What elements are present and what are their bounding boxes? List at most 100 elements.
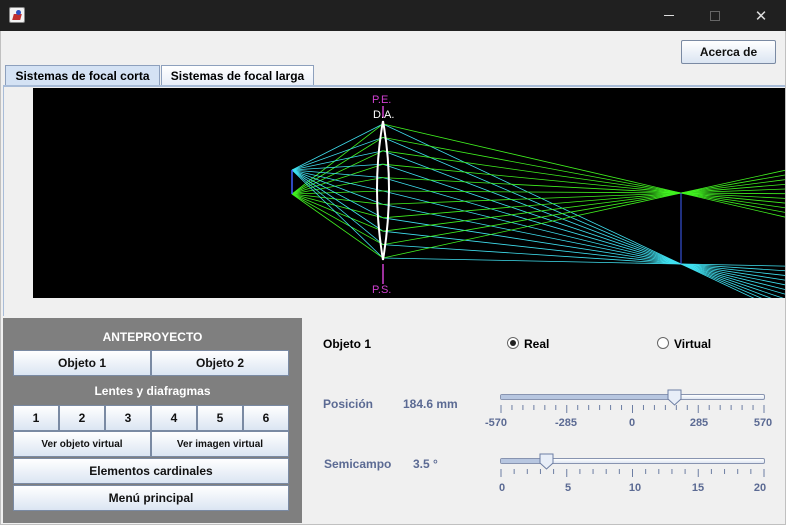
- close-icon: ✕: [754, 6, 768, 25]
- lens-button-5[interactable]: 5: [197, 405, 243, 431]
- radio-real[interactable]: [507, 337, 519, 349]
- ray-line: [382, 163, 784, 298]
- ray-line: [382, 177, 785, 295]
- tab-long-focal[interactable]: Sistemas de focal larga: [161, 65, 314, 85]
- ver-imagen-virtual-button[interactable]: Ver imagen virtual: [151, 431, 289, 457]
- minimize-button[interactable]: [646, 0, 692, 31]
- sem-tick-label: 10: [628, 482, 642, 494]
- posicion-label: Posición: [323, 397, 374, 411]
- minimize-icon: [664, 15, 674, 16]
- lens-button-2[interactable]: 2: [59, 405, 105, 431]
- ray-line: [382, 150, 785, 209]
- ray-line: [382, 257, 785, 267]
- lens-button-4[interactable]: 4: [151, 405, 197, 431]
- pos-tick-label: 285: [689, 417, 709, 429]
- ray-line: [291, 193, 384, 232]
- ray-line: [382, 177, 785, 199]
- semicampo-slider-ticks: [500, 469, 765, 477]
- ray-line: [291, 169, 384, 178]
- ray-line: [382, 163, 785, 204]
- pos-tick-label: -285: [554, 417, 578, 429]
- semicampo-slider-fill: [501, 459, 548, 463]
- ray-line: [382, 179, 785, 232]
- ray-line: [291, 193, 384, 219]
- ray-line: [382, 190, 785, 195]
- ray-line: [382, 244, 785, 272]
- ray-line: [382, 217, 785, 281]
- ray-line: [382, 150, 772, 298]
- ray-line: [291, 123, 384, 171]
- sem-tick-label: 5: [564, 482, 572, 494]
- ray-line: [382, 190, 785, 290]
- pos-tick-label: 0: [628, 417, 636, 429]
- object-title: Objeto 1: [323, 337, 372, 351]
- ps-label: P.S.: [372, 284, 391, 296]
- maximize-icon: [710, 10, 720, 21]
- control-panel: ANTEPROYECTO Objeto 1 Objeto 2 Lentes y …: [3, 318, 302, 523]
- da-label: D.A.: [373, 109, 394, 121]
- title-bar: ✕: [0, 0, 786, 31]
- lens-button-1[interactable]: 1: [13, 405, 59, 431]
- posicion-slider-track[interactable]: [500, 394, 765, 400]
- ray-line: [382, 169, 785, 259]
- ray-line: [291, 163, 384, 195]
- posicion-value: 184.6 mm: [403, 397, 458, 411]
- tab-separator: [3, 85, 785, 87]
- ray-line: [291, 150, 384, 195]
- ray-line: [382, 204, 785, 286]
- ray-line: [291, 169, 384, 205]
- ray-line: [382, 174, 785, 245]
- ver-objeto-virtual-button[interactable]: Ver objeto virtual: [13, 431, 151, 457]
- pos-tick-label: 570: [753, 417, 773, 429]
- anteproyecto-title: ANTEPROYECTO: [102, 330, 203, 344]
- objeto1-button[interactable]: Objeto 1: [13, 350, 151, 376]
- ray-line: [382, 123, 755, 298]
- ray-line: [291, 169, 384, 192]
- maximize-button[interactable]: [692, 0, 738, 31]
- ray-line: [382, 183, 785, 219]
- ray-line: [291, 193, 384, 259]
- radio-virtual-label[interactable]: Virtual: [674, 337, 712, 351]
- ray-line: [291, 169, 384, 219]
- lens-button-3[interactable]: 3: [105, 405, 151, 431]
- posicion-slider-fill: [501, 395, 676, 399]
- sem-tick-label: 15: [691, 482, 705, 494]
- menu-principal-button[interactable]: Menú principal: [13, 485, 289, 511]
- ray-line: [291, 169, 384, 232]
- ray-line: [382, 188, 785, 205]
- ray-line: [382, 137, 763, 298]
- ray-line: [291, 150, 384, 171]
- close-button[interactable]: ✕: [738, 0, 784, 31]
- ray-traces: [291, 123, 785, 298]
- lens-button-6[interactable]: 6: [243, 405, 289, 431]
- elementos-cardinales-button[interactable]: Elementos cardinales: [13, 458, 289, 484]
- pe-label: P.E.: [372, 94, 391, 106]
- semicampo-value: 3.5 °: [413, 457, 438, 471]
- ray-line: [291, 193, 384, 205]
- radio-real-label[interactable]: Real: [524, 337, 550, 351]
- ray-line: [291, 190, 384, 195]
- sem-tick-label: 0: [498, 482, 506, 494]
- ray-line: [291, 169, 384, 259]
- ray-line: [382, 137, 785, 213]
- posicion-slider-thumb[interactable]: [667, 389, 682, 406]
- app-icon: [9, 7, 25, 23]
- ray-line: [291, 177, 384, 195]
- semicampo-slider-track[interactable]: [500, 458, 765, 464]
- sem-tick-label: 20: [753, 482, 767, 494]
- ray-line: [291, 163, 384, 171]
- ray-line: [382, 123, 785, 218]
- radio-virtual[interactable]: [657, 337, 669, 349]
- lens-shape: [376, 120, 390, 261]
- about-button[interactable]: Acerca de: [681, 40, 776, 64]
- posicion-slider-ticks: [500, 405, 765, 413]
- ray-diagram-svg: P.E. D.A. P.S.: [291, 94, 785, 298]
- tab-short-focal[interactable]: Sistemas de focal corta: [5, 65, 160, 86]
- objeto2-button[interactable]: Objeto 2: [151, 350, 289, 376]
- ray-line: [291, 193, 384, 245]
- ray-line: [291, 137, 384, 171]
- semicampo-label: Semicampo: [324, 457, 392, 471]
- ray-line: [382, 230, 785, 276]
- semicampo-slider-thumb[interactable]: [539, 453, 554, 470]
- optical-diagram: P.E. D.A. P.S.: [33, 88, 785, 298]
